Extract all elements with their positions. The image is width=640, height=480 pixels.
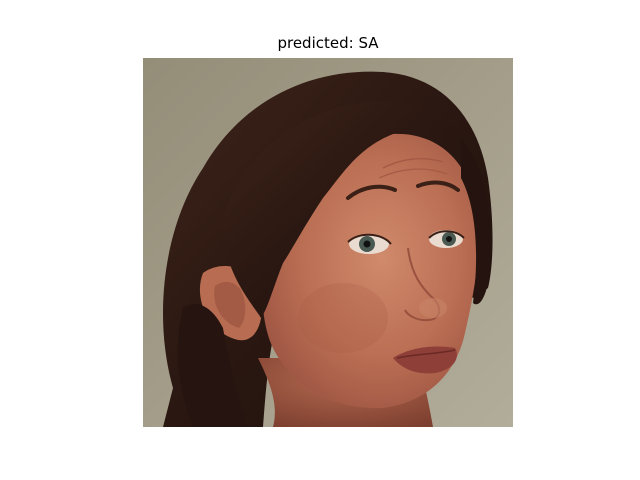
right-pupil bbox=[446, 236, 452, 242]
cheek-shadow bbox=[298, 283, 388, 353]
hair-right-strand bbox=[461, 138, 490, 305]
plot-title: predicted: SA bbox=[277, 34, 379, 52]
ear-inner bbox=[214, 281, 246, 328]
right-eyelid bbox=[428, 230, 465, 239]
face-photo-drawing bbox=[143, 58, 513, 427]
lip-line bbox=[396, 349, 456, 359]
face-photo bbox=[143, 58, 513, 427]
left-eyebrow bbox=[346, 184, 397, 200]
forehead-wrinkle bbox=[378, 168, 448, 179]
right-eyebrow bbox=[416, 180, 460, 192]
left-pupil bbox=[363, 240, 371, 248]
left-eyelid bbox=[347, 233, 392, 245]
nose-tip bbox=[419, 298, 447, 318]
mouth bbox=[393, 346, 457, 374]
hair-fringe bbox=[222, 101, 463, 318]
forehead-wrinkle bbox=[382, 157, 444, 169]
hair-lower bbox=[177, 304, 248, 427]
